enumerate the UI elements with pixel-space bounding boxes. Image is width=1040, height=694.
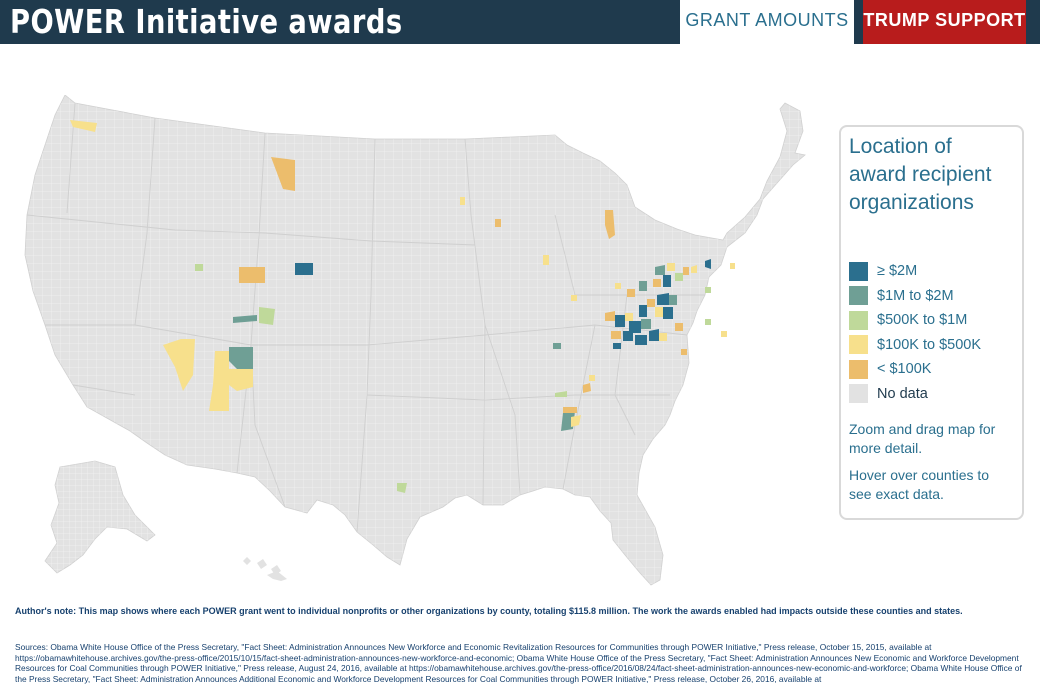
- legend-item-no-data: No data: [849, 382, 1012, 407]
- legend-swatch: [849, 310, 868, 330]
- county-tn-over-2m: [613, 343, 621, 349]
- hover-instruction: Hover over counties to see exact data.: [849, 467, 990, 502]
- county-wv-100k-500k: [655, 307, 663, 317]
- county-il-100k-500k: [571, 295, 577, 301]
- county-al-under-100k: [563, 407, 577, 413]
- county-ky-under-100k: [605, 311, 615, 321]
- county-in-100k-500k: [615, 283, 621, 289]
- alaska: [44, 460, 156, 574]
- county-tx-500k-1m: [397, 483, 407, 493]
- legend-title: Location of award recipient organization…: [849, 135, 992, 214]
- legend-label: ≥ $2M: [877, 263, 918, 280]
- map-svg[interactable]: [15, 95, 825, 590]
- county-oh-over-2m-a: [663, 275, 671, 287]
- legend-item-500k-1m: $500K to $1M: [849, 308, 1012, 333]
- county-co-500k-1m: [259, 307, 275, 325]
- page-title: POWER Initiative awards: [10, 2, 403, 41]
- county-al-100k-500k-b: [571, 415, 581, 427]
- county-wv-1m-2m: [669, 295, 677, 305]
- county-ky-100k-500k: [625, 313, 633, 321]
- county-nd-100k-500k: [460, 197, 465, 205]
- county-tn-under-100k: [681, 349, 687, 355]
- legend-swatch: [849, 359, 868, 379]
- zoom-instruction: Zoom and drag map for more detail.: [849, 421, 996, 456]
- county-co-1m-2m-a: [233, 315, 257, 323]
- map-legend: Location of award recipient organization…: [839, 125, 1024, 520]
- county-oh-1m-2m-b: [639, 281, 647, 291]
- legend-label: $100K to $500K: [877, 336, 982, 353]
- county-ut-under-100k: [239, 267, 265, 283]
- county-ky-over-2m-d: [635, 335, 647, 345]
- county-va-100k-500k: [659, 333, 667, 341]
- county-mi-under-100k: [605, 210, 615, 239]
- county-wy-over-2m: [295, 263, 313, 275]
- county-pa-100k-500k: [691, 265, 697, 273]
- legend-label: No data: [877, 385, 928, 402]
- county-ut-500k-1m: [195, 264, 203, 271]
- county-ms-100k-500k: [589, 375, 595, 381]
- legend-swatch: [849, 335, 868, 355]
- legend-swatch: [849, 261, 868, 281]
- county-az-100k-500k: [209, 351, 229, 411]
- county-ky-under-100k-b: [611, 331, 621, 339]
- county-az-1m-2m: [229, 347, 253, 369]
- county-mn-under-100k: [495, 219, 501, 227]
- county-oh-500k-1m: [675, 273, 683, 281]
- county-wv-under-100k: [647, 299, 655, 307]
- tab-trump-support[interactable]: TRUMP SUPPORT: [863, 0, 1026, 44]
- county-md-500k-1m: [705, 287, 711, 293]
- county-nv-100k-500k: [163, 339, 195, 391]
- hawaii: [243, 557, 287, 581]
- county-al-100k-500k: [583, 383, 591, 393]
- county-pa-under-100k: [683, 267, 689, 275]
- legend-item-under-100k: < $100K: [849, 357, 1012, 382]
- county-wi-100k-500k: [543, 255, 549, 265]
- contiguous-us: [24, 95, 806, 586]
- county-oh-1m-2m: [655, 265, 665, 275]
- author-note: Author's note: This map shows where each…: [15, 606, 963, 616]
- county-ky-over-2m-a: [615, 315, 625, 327]
- us-county-map[interactable]: [15, 95, 825, 590]
- county-wv-over-2m-a: [657, 293, 669, 305]
- county-nm-100k-500k: [229, 369, 253, 391]
- legend-label: $1M to $2M: [877, 287, 954, 304]
- county-wv-over-2m-b: [639, 305, 647, 317]
- legend-swatch: [849, 384, 868, 404]
- county-ky-over-2m-c: [623, 331, 633, 341]
- legend-swatch: [849, 286, 868, 306]
- legend-label: < $100K: [877, 361, 932, 378]
- county-va-100k-500k-b: [721, 331, 727, 337]
- legend-item-100k-500k: $100K to $500K: [849, 333, 1012, 358]
- county-wa-100k-500k: [70, 120, 97, 132]
- legend-label: $500K to $1M: [877, 312, 968, 329]
- header-bar: POWER Initiative awards GRANT AMOUNTS TR…: [0, 0, 1040, 44]
- county-al-500k-1m: [555, 391, 567, 397]
- tab-grant-amounts[interactable]: GRANT AMOUNTS: [680, 0, 854, 44]
- county-va-over-2m: [649, 329, 659, 341]
- legend-item-over-2m: ≥ $2M: [849, 259, 1012, 284]
- county-va-500k-1m: [705, 319, 711, 325]
- county-oh-100k-500k: [667, 263, 675, 271]
- county-oh-under-100k: [653, 279, 661, 287]
- award-counties[interactable]: [70, 120, 735, 493]
- county-ky-1m-2m: [641, 319, 651, 329]
- county-il-1m-2m: [553, 343, 561, 349]
- county-va-under-100k: [675, 323, 683, 331]
- county-in-under-100k: [627, 289, 635, 297]
- county-pa-over-2m: [705, 259, 711, 269]
- county-ny-100k-500k: [730, 263, 735, 269]
- county-ky-over-2m-b: [629, 321, 641, 333]
- legend-item-1m-2m: $1M to $2M: [849, 284, 1012, 309]
- sources-text: Sources: Obama White House Office of the…: [15, 642, 1022, 684]
- county-wv-over-2m-c: [663, 307, 673, 319]
- county-mt-under-100k: [271, 157, 295, 191]
